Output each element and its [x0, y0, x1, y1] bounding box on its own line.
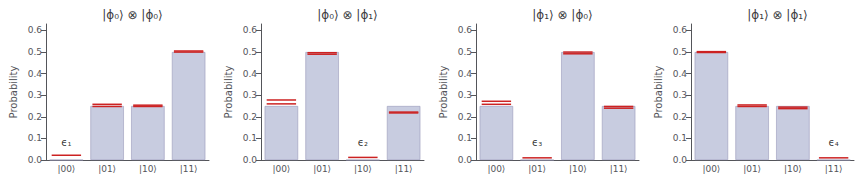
svg-text:|11⟩: |11⟩ [180, 164, 198, 174]
svg-text:ϵ₂: ϵ₂ [358, 137, 368, 148]
svg-text:ϵ₄: ϵ₄ [829, 137, 839, 148]
svg-text:0.0: 0.0 [243, 155, 258, 165]
svg-text:|01⟩: |01⟩ [313, 164, 331, 174]
svg-text:0.6: 0.6 [28, 25, 43, 35]
svg-text:0.2: 0.2 [243, 112, 257, 122]
svg-text:|11⟩: |11⟩ [610, 164, 628, 174]
svg-text:0.5: 0.5 [28, 47, 42, 57]
svg-text:0.2: 0.2 [28, 112, 42, 122]
svg-text:|10⟩: |10⟩ [354, 164, 372, 174]
svg-text:ϵ₃: ϵ₃ [532, 137, 542, 148]
svg-text:0.2: 0.2 [458, 112, 472, 122]
svg-text:|ϕ₀⟩ ⊗ |ϕ₀⟩: |ϕ₀⟩ ⊗ |ϕ₀⟩ [102, 8, 163, 22]
svg-text:|10⟩: |10⟩ [569, 164, 587, 174]
svg-text:0.6: 0.6 [458, 25, 473, 35]
svg-text:|01⟩: |01⟩ [743, 164, 761, 174]
svg-text:0.0: 0.0 [458, 155, 473, 165]
svg-text:0.1: 0.1 [673, 133, 687, 143]
svg-text:0.1: 0.1 [458, 133, 472, 143]
svg-text:|11⟩: |11⟩ [825, 164, 843, 174]
svg-text:0.2: 0.2 [673, 112, 687, 122]
svg-text:0.6: 0.6 [243, 25, 258, 35]
svg-text:0.3: 0.3 [28, 90, 42, 100]
svg-text:|ϕ₁⟩ ⊗ |ϕ₀⟩: |ϕ₁⟩ ⊗ |ϕ₀⟩ [532, 8, 593, 22]
svg-text:|ϕ₀⟩ ⊗ |ϕ₁⟩: |ϕ₀⟩ ⊗ |ϕ₁⟩ [317, 8, 378, 22]
svg-text:|01⟩: |01⟩ [98, 164, 116, 174]
svg-text:|ϕ₁⟩ ⊗ |ϕ₁⟩: |ϕ₁⟩ ⊗ |ϕ₁⟩ [747, 8, 808, 22]
svg-text:Probability: Probability [653, 65, 664, 118]
svg-text:|10⟩: |10⟩ [139, 164, 157, 174]
svg-text:Probability: Probability [223, 65, 234, 118]
svg-text:|11⟩: |11⟩ [395, 164, 413, 174]
svg-text:Probability: Probability [438, 65, 449, 118]
svg-text:|00⟩: |00⟩ [57, 164, 75, 174]
svg-text:|10⟩: |10⟩ [784, 164, 802, 174]
svg-text:0.1: 0.1 [243, 133, 257, 143]
svg-text:|00⟩: |00⟩ [272, 164, 290, 174]
svg-text:Probability: Probability [8, 65, 19, 118]
svg-text:0.3: 0.3 [673, 90, 687, 100]
svg-text:|01⟩: |01⟩ [528, 164, 546, 174]
svg-text:0.5: 0.5 [673, 47, 687, 57]
svg-text:0.3: 0.3 [458, 90, 472, 100]
svg-text:0.6: 0.6 [673, 25, 688, 35]
svg-text:0.0: 0.0 [28, 155, 43, 165]
svg-text:|00⟩: |00⟩ [487, 164, 505, 174]
svg-text:0.4: 0.4 [458, 69, 473, 79]
svg-text:0.1: 0.1 [28, 133, 42, 143]
svg-text:0.5: 0.5 [458, 47, 472, 57]
svg-text:0.4: 0.4 [673, 69, 688, 79]
svg-text:0.5: 0.5 [243, 47, 257, 57]
svg-text:|00⟩: |00⟩ [702, 164, 720, 174]
svg-text:ϵ₁: ϵ₁ [61, 137, 71, 148]
svg-text:0.3: 0.3 [243, 90, 257, 100]
svg-text:0.4: 0.4 [243, 69, 258, 79]
svg-text:0.4: 0.4 [28, 69, 43, 79]
svg-text:0.0: 0.0 [673, 155, 688, 165]
